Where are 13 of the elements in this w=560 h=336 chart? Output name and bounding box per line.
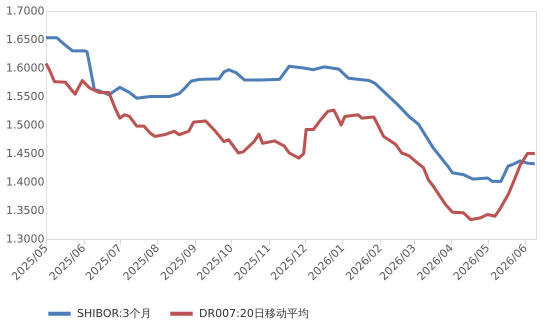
legend-label: DR007:20日移动平均 — [199, 306, 309, 320]
y-tick-label: 1.4000 — [6, 176, 44, 188]
line-series — [44, 36, 536, 183]
y-tick-label: 1.4500 — [6, 147, 44, 160]
y-tick-label: 1.3500 — [6, 204, 44, 217]
y-tick-label: 1.5000 — [6, 118, 44, 132]
y-tick-label: 1.7000 — [6, 4, 44, 18]
y-tick-label: 1.6000 — [6, 62, 44, 74]
y-tick-label: 1.6500 — [6, 33, 44, 46]
legend-label: SHIBOR:3个月 — [77, 306, 152, 320]
y-tick-label: 1.3000 — [6, 232, 44, 246]
y-tick-label: 1.5500 — [6, 90, 44, 103]
line-series — [44, 62, 536, 222]
